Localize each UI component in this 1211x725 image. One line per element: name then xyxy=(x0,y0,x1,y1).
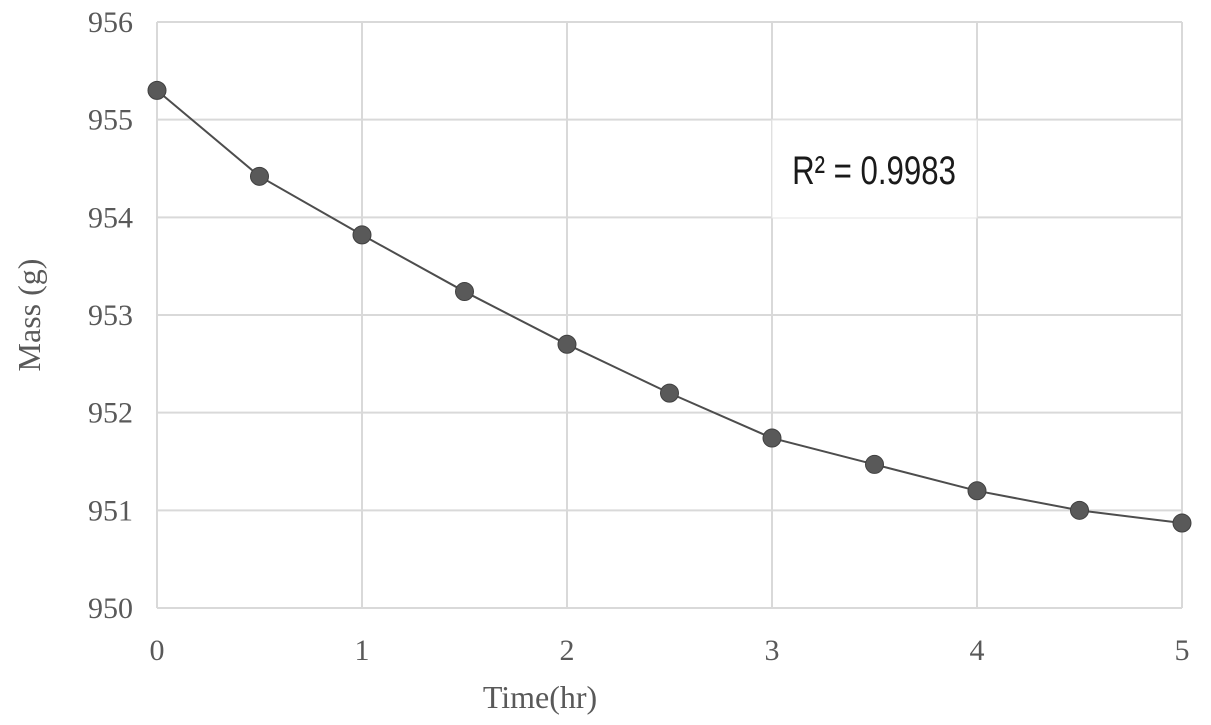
x-tick-label: 0 xyxy=(150,634,165,667)
y-tick-label: 954 xyxy=(88,201,133,234)
series-line xyxy=(156,89,1183,525)
y-axis-title: Mass (g) xyxy=(11,259,47,372)
data-point xyxy=(455,282,474,302)
y-tick-label: 952 xyxy=(88,397,133,430)
gridlines xyxy=(156,21,1183,609)
x-axis-tick-labels: 0 1 2 3 4 5 xyxy=(150,634,1190,667)
y-tick-label: 950 xyxy=(88,592,133,625)
data-point xyxy=(557,334,577,354)
x-tick-label: 5 xyxy=(1175,634,1190,667)
data-point xyxy=(250,166,269,186)
data-point xyxy=(865,454,884,474)
data-point xyxy=(1070,500,1089,520)
r-squared-annotation: R² = 0.9983 xyxy=(771,119,978,219)
y-tick-label: 951 xyxy=(88,494,133,527)
x-axis-title: Time(hr) xyxy=(483,679,597,715)
y-tick-label: 955 xyxy=(88,104,133,137)
annotation-text: R² = 0.9983 xyxy=(792,148,956,193)
data-point xyxy=(1172,513,1192,533)
data-point xyxy=(147,80,167,100)
data-series xyxy=(147,80,1192,533)
y-tick-label: 956 xyxy=(88,6,133,39)
y-tick-label: 953 xyxy=(88,299,133,332)
y-axis-tick-labels: 950 951 952 953 954 955 956 xyxy=(88,6,133,625)
annotation-box xyxy=(771,119,978,219)
data-point xyxy=(352,225,372,245)
data-point xyxy=(660,383,679,403)
x-tick-label: 1 xyxy=(355,634,370,667)
data-point xyxy=(762,428,782,448)
data-point xyxy=(967,481,987,501)
x-tick-label: 2 xyxy=(560,634,575,667)
x-tick-label: 4 xyxy=(970,634,985,667)
x-tick-label: 3 xyxy=(765,634,780,667)
